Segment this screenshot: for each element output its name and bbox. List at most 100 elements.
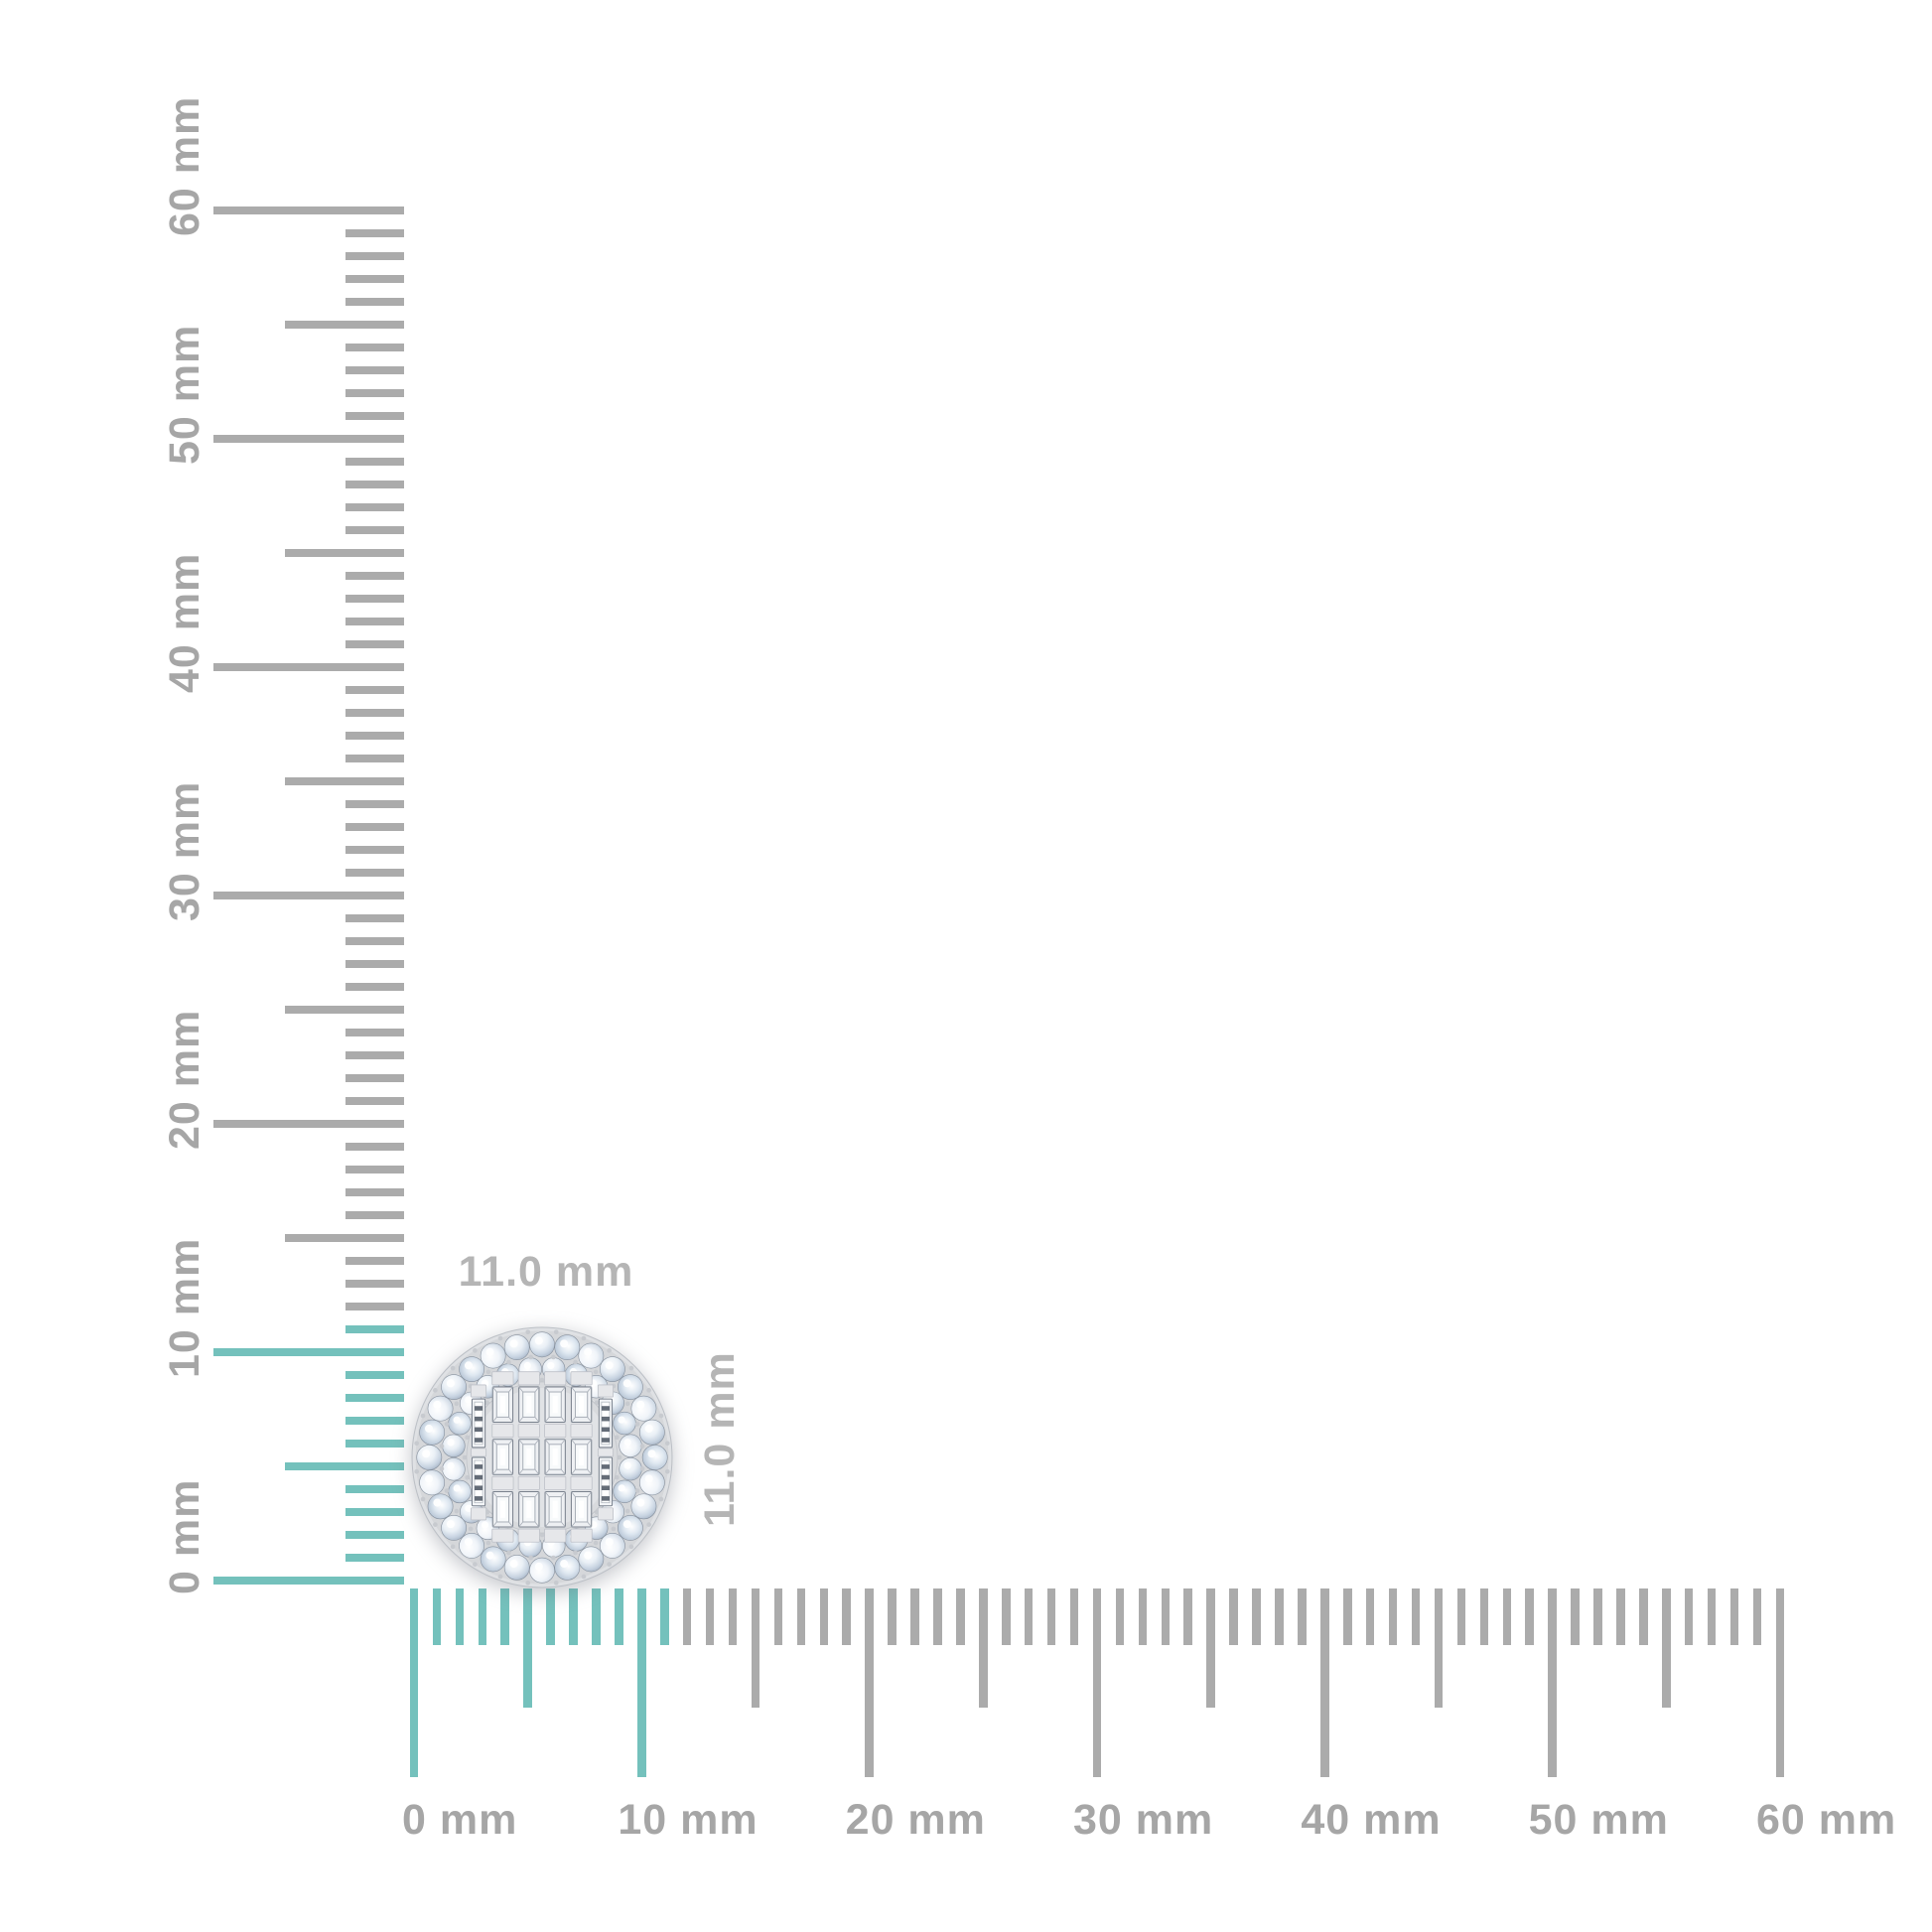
diamond-sparkle bbox=[485, 1347, 494, 1356]
v-tick-5mm bbox=[285, 1461, 404, 1471]
side-baguette-stripe bbox=[474, 1485, 483, 1490]
h-tick-36mm bbox=[1229, 1588, 1238, 1645]
v-tick-40mm bbox=[213, 662, 404, 672]
round-diamond bbox=[448, 1479, 472, 1504]
h-tick-13mm bbox=[705, 1588, 715, 1645]
v-tick-45mm bbox=[285, 548, 404, 558]
h-tick-48mm bbox=[1502, 1588, 1512, 1645]
side-baguette-stripe bbox=[601, 1438, 611, 1443]
h-tick-0mm bbox=[409, 1588, 419, 1777]
v-tick-25mm bbox=[285, 1005, 404, 1015]
h-tick-1mm bbox=[432, 1588, 442, 1645]
h-tick-27mm bbox=[1024, 1588, 1034, 1645]
prong-bead bbox=[658, 1413, 664, 1419]
metal-square bbox=[491, 1371, 514, 1386]
diamond-sparkle bbox=[623, 1461, 631, 1469]
v-tick-15mm bbox=[285, 1233, 404, 1243]
diamond-sparkle bbox=[422, 1449, 431, 1458]
baguette-bevel bbox=[518, 1386, 540, 1423]
metal-square bbox=[471, 1448, 487, 1457]
prong-bead bbox=[506, 1550, 511, 1556]
round-diamond bbox=[613, 1411, 636, 1436]
diamond-sparkle bbox=[636, 1400, 645, 1409]
prong-bead bbox=[593, 1369, 599, 1375]
metal-square bbox=[570, 1371, 593, 1386]
h-tick-11mm bbox=[660, 1588, 669, 1645]
metal-square bbox=[570, 1475, 593, 1490]
v-tick-23mm bbox=[345, 1050, 404, 1060]
round-diamond bbox=[442, 1434, 466, 1458]
v-ruler-label-0mm: 0 mm bbox=[161, 1478, 208, 1594]
prong-bead bbox=[593, 1540, 599, 1546]
prong-bead bbox=[553, 1329, 559, 1335]
baguette-bevel bbox=[544, 1386, 566, 1423]
h-tick-51mm bbox=[1571, 1588, 1580, 1645]
prong-bead bbox=[664, 1441, 670, 1447]
baguette-bevel bbox=[518, 1439, 540, 1475]
v-tick-17mm bbox=[345, 1187, 404, 1197]
h-tick-43mm bbox=[1388, 1588, 1398, 1645]
prong-bead bbox=[433, 1522, 438, 1527]
metal-square bbox=[597, 1448, 614, 1457]
prong-bead bbox=[634, 1422, 640, 1427]
baguette-table bbox=[499, 1500, 505, 1518]
v-tick-52mm bbox=[345, 388, 404, 398]
h-tick-10mm bbox=[637, 1588, 646, 1777]
round-diamond bbox=[503, 1554, 530, 1581]
h-tick-35mm bbox=[1206, 1588, 1215, 1708]
v-tick-55mm bbox=[285, 320, 404, 330]
h-tick-60mm bbox=[1775, 1588, 1785, 1777]
round-diamond bbox=[419, 1419, 446, 1446]
h-tick-46mm bbox=[1456, 1588, 1466, 1645]
round-diamond bbox=[641, 1445, 668, 1470]
prong-bead bbox=[473, 1562, 478, 1567]
diamond-sparkle bbox=[433, 1498, 442, 1507]
v-tick-50mm bbox=[213, 434, 404, 444]
diamond-sparkle bbox=[560, 1339, 569, 1348]
diamond-sparkle bbox=[465, 1396, 473, 1404]
baguette-bevel bbox=[518, 1491, 540, 1528]
baguette-table bbox=[579, 1500, 585, 1518]
h-tick-6mm bbox=[546, 1588, 555, 1645]
side-baguette-stripe bbox=[474, 1464, 483, 1469]
round-diamond bbox=[529, 1331, 555, 1358]
outer-diamond-halo bbox=[416, 1331, 668, 1584]
diamond-sparkle bbox=[584, 1551, 593, 1560]
metal-square bbox=[544, 1475, 567, 1490]
side-baguette-stripe bbox=[601, 1416, 611, 1422]
h-ruler-label-60mm: 60 mm bbox=[1755, 1796, 1897, 1844]
h-tick-45mm bbox=[1434, 1588, 1444, 1708]
prong-bead bbox=[528, 1354, 533, 1360]
prong-bead bbox=[573, 1550, 578, 1556]
v-tick-12mm bbox=[345, 1302, 404, 1311]
prong-bead bbox=[624, 1508, 630, 1514]
v-tick-20mm bbox=[213, 1119, 404, 1129]
baguette-table bbox=[526, 1500, 532, 1518]
round-diamond bbox=[638, 1419, 665, 1446]
baguette-table bbox=[526, 1448, 532, 1466]
v-ruler-label-60mm: 60 mm bbox=[161, 95, 208, 236]
h-tick-15mm bbox=[751, 1588, 760, 1708]
diamond-sparkle bbox=[618, 1484, 625, 1492]
round-diamond bbox=[416, 1445, 443, 1470]
prong-bead bbox=[628, 1544, 634, 1550]
diamond-sparkle bbox=[433, 1400, 442, 1409]
h-tick-19mm bbox=[842, 1588, 851, 1645]
h-tick-59mm bbox=[1752, 1588, 1762, 1645]
prong-bead bbox=[664, 1468, 670, 1474]
round-diamond bbox=[459, 1356, 485, 1383]
h-ruler-label-50mm: 50 mm bbox=[1528, 1796, 1669, 1844]
round-diamond bbox=[638, 1469, 665, 1496]
h-tick-8mm bbox=[592, 1588, 601, 1645]
v-tick-58mm bbox=[345, 251, 404, 261]
metal-square bbox=[570, 1424, 593, 1439]
side-baguette-stripe bbox=[474, 1406, 483, 1411]
h-tick-26mm bbox=[1002, 1588, 1011, 1645]
prong-bead bbox=[497, 1574, 503, 1580]
prong-bead bbox=[525, 1329, 531, 1335]
prong-bead bbox=[444, 1488, 450, 1493]
prong-bead bbox=[454, 1401, 460, 1407]
baguette-bevel bbox=[491, 1491, 513, 1528]
v-tick-24mm bbox=[345, 1028, 404, 1037]
